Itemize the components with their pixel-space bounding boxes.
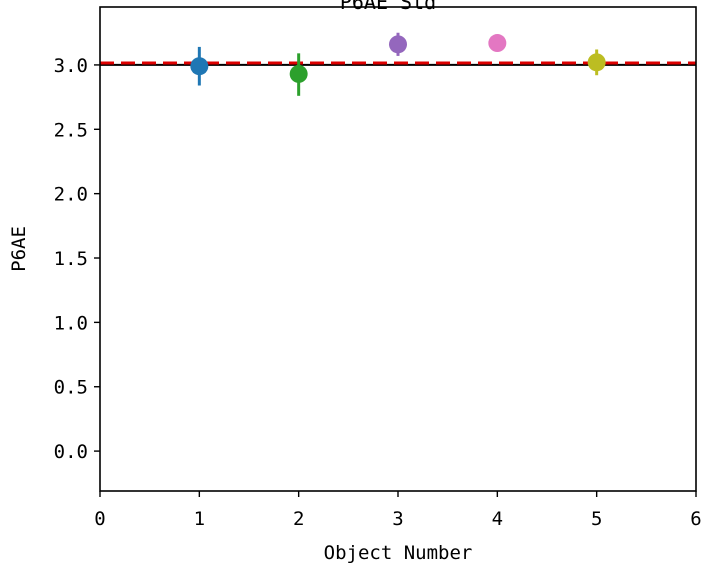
y-tick-label: 1.5 [54,248,88,270]
x-tick-label: 0 [94,508,105,530]
data-point-3 [389,35,407,54]
x-tick-label: 6 [690,508,701,530]
data-point-1 [190,57,209,76]
y-axis: 0.0 0.5 1.0 1.5 2.0 2.5 3.0 [54,55,100,463]
y-tick-label: 2.0 [54,184,88,206]
x-tick-label: 5 [591,508,602,530]
y-tick-label: 3.0 [54,55,88,77]
y-tick-label: 1.0 [54,312,88,334]
data-point-2 [289,64,308,83]
plot-frame [99,6,697,492]
x-tick-label: 4 [492,508,503,530]
y-tick-label: 0.0 [54,441,88,463]
plot-area [100,32,696,96]
y-axis-label: P6AE [8,226,30,272]
y-tick-label: 0.5 [54,377,88,399]
x-tick-label: 2 [293,508,304,530]
x-axis: 0 1 2 3 4 5 6 [94,491,702,530]
x-tick-label: 1 [194,508,205,530]
data-point-4 [488,34,507,53]
x-tick-label: 3 [392,508,403,530]
x-axis-label: Object Number [324,542,473,564]
y-tick-label: 2.5 [54,119,88,141]
data-point-5 [587,53,606,72]
